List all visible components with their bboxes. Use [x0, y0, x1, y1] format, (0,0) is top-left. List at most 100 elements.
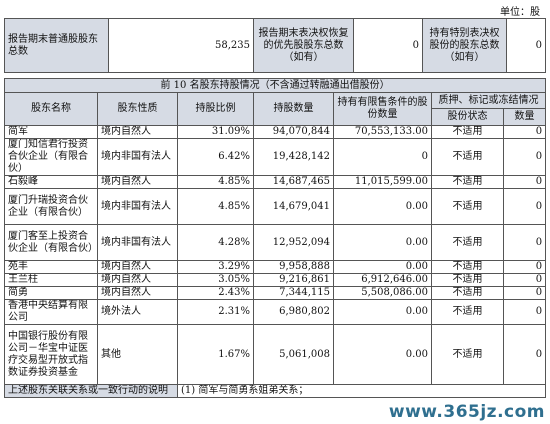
holder-nature: 境内自然人: [97, 175, 178, 189]
holder-pledge-qty: 0: [502, 286, 547, 300]
holder-pledge-status: 不适用: [431, 299, 504, 325]
holder-name: 石毅峰: [4, 175, 98, 189]
common-holders-label: 报告期末普通股股东总数: [4, 18, 109, 73]
holder-nature: 境内自然人: [97, 260, 178, 274]
holder-ratio: 2.43%: [177, 286, 254, 300]
holder-restricted: 11,015,599.00: [333, 175, 432, 189]
col-header-pledge: 质押、标记或冻结情况: [430, 92, 547, 109]
top10-holders-table: 前 10 名股东持股情况（不含通过转融通出借股份） 股东名称 股东性质 持股比例…: [3, 78, 547, 398]
holder-ratio: 6.42%: [177, 138, 254, 176]
holder-pledge-qty: 0: [502, 188, 547, 225]
holder-ratio: 3.05%: [177, 273, 254, 287]
holder-name: 简军: [4, 125, 98, 139]
table-row: 苑丰 境内自然人 3.29% 9,958,888 0.00 不适用 0: [4, 260, 547, 274]
holder-name: 厦门升瑞投资合伙企业（有限合伙）: [4, 188, 98, 225]
holder-pledge-qty: 0: [502, 299, 547, 325]
holder-pledge-status: 不适用: [431, 175, 504, 189]
col-header-pledge-qty: 数量: [502, 108, 547, 126]
footer-row: 上述股东关联关系或一致行动的说明 (1) 简军与简勇系姐弟关系；: [4, 384, 547, 398]
holder-name: 中国银行股份有限公司－华宝中证医疗交易型开放式指数证券投资基金: [4, 324, 98, 385]
holder-qty: 5,061,008: [253, 324, 334, 385]
holder-ratio: 1.67%: [177, 324, 254, 385]
unit-label: 单位：股: [500, 7, 540, 18]
holder-name: 香港中央结算有限公司: [4, 299, 98, 325]
holder-nature: 其他: [97, 324, 178, 385]
holder-pledge-qty: 0: [502, 324, 547, 385]
holder-nature: 境内非国有法人: [97, 188, 178, 225]
preferred-holders-label: 报告期末表决权恢复的优先股股东总数（如有）: [253, 18, 354, 73]
holder-name: 厦门客至上投资合伙企业（有限合伙）: [4, 224, 98, 261]
holder-pledge-qty: 0: [502, 273, 547, 287]
holder-qty: 14,687,465: [253, 175, 334, 189]
holder-ratio: 4.85%: [177, 175, 254, 189]
holder-ratio: 4.28%: [177, 224, 254, 261]
holder-name: 王兰柱: [4, 273, 98, 287]
holder-ratio: 4.85%: [177, 188, 254, 225]
holder-pledge-qty: 0: [502, 224, 547, 261]
holder-restricted: 6,912,646.00: [333, 273, 432, 287]
holder-pledge-status: 不适用: [431, 286, 504, 300]
holder-pledge-status: 不适用: [431, 125, 504, 139]
col-header-qty: 持股数量: [253, 92, 334, 126]
holder-pledge-status: 不适用: [431, 138, 504, 176]
table-row: 厦门客至上投资合伙企业（有限合伙） 境内非国有法人 4.28% 12,952,094 0…: [4, 224, 547, 261]
table-row: 厦门升瑞投资合伙企业（有限合伙） 境内非国有法人 4.85% 14,679,041 0.…: [4, 188, 547, 225]
holder-restricted: 0: [333, 138, 432, 176]
holder-qty: 7,344,115: [253, 286, 334, 300]
holder-nature: 境内自然人: [97, 125, 178, 139]
holder-name: 简勇: [4, 286, 98, 300]
table-row: 石毅峰 境内自然人 4.85% 14,687,465 11,015,599.00 不适用 0: [4, 175, 547, 189]
holder-qty: 94,070,844: [253, 125, 334, 139]
holder-pledge-status: 不适用: [431, 188, 504, 225]
watermark: www.365jz.com: [386, 402, 547, 422]
holder-ratio: 31.09%: [177, 125, 254, 139]
holder-nature: 境内自然人: [97, 273, 178, 287]
holder-pledge-qty: 0: [502, 260, 547, 274]
holder-restricted: 5,508,086.00: [333, 286, 432, 300]
special-voting-holders-value: 0: [506, 18, 546, 73]
section-title: 前 10 名股东持股情况（不含通过转融通出借股份）: [3, 78, 547, 93]
holder-ratio: 2.31%: [177, 299, 254, 325]
holder-nature: 境外法人: [97, 299, 178, 325]
table-row: 王兰柱 境内自然人 3.05% 9,216,861 6,912,646.00 不适用 0: [4, 273, 547, 287]
holder-qty: 19,428,142: [253, 138, 334, 176]
holder-qty: 9,216,861: [253, 273, 334, 287]
col-header-ratio: 持股比例: [177, 92, 254, 126]
common-holders-value: 58,235: [108, 18, 254, 73]
holder-qty: 12,952,094: [253, 224, 334, 261]
related-party-label: 上述股东关联关系或一致行动的说明: [4, 384, 178, 398]
table-row: 中国银行股份有限公司－华宝中证医疗交易型开放式指数证券投资基金 其他 1.67% 5,…: [4, 324, 547, 385]
table-row: 简勇 境内自然人 2.43% 7,344,115 5,508,086.00 不适用 0: [4, 286, 547, 300]
holder-pledge-qty: 0: [502, 138, 547, 176]
holder-pledge-status: 不适用: [431, 273, 504, 287]
holder-nature: 境内自然人: [97, 286, 178, 300]
holder-qty: 6,980,802: [253, 299, 334, 325]
col-header-restricted: 持有有限售条件的股份数量: [333, 92, 432, 126]
col-header-name: 股东名称: [4, 92, 98, 126]
holder-restricted: 70,553,133.00: [333, 125, 432, 139]
col-header-pledge-status: 股份状态: [431, 108, 504, 126]
holder-qty: 14,679,041: [253, 188, 334, 225]
table-row: 香港中央结算有限公司 境外法人 2.31% 6,980,802 0.00 不适用 0: [4, 299, 547, 325]
holder-name: 苑丰: [4, 260, 98, 274]
holder-qty: 9,958,888: [253, 260, 334, 274]
holder-restricted: 0.00: [333, 224, 432, 261]
holder-name: 厦门知信君行投资合伙企业（有限合伙）: [4, 138, 98, 176]
holder-nature: 境内非国有法人: [97, 224, 178, 261]
holder-pledge-qty: 0: [502, 175, 547, 189]
table-row: 简军 境内自然人 31.09% 94,070,844 70,553,133.00 不适用 0: [4, 125, 547, 139]
related-party-note: (1) 简军与简勇系姐弟关系；: [176, 384, 547, 398]
holder-restricted: 0.00: [333, 260, 432, 274]
holder-ratio: 3.29%: [177, 260, 254, 274]
holder-pledge-qty: 0: [502, 125, 547, 139]
table-row: 厦门知信君行投资合伙企业（有限合伙） 境内非国有法人 6.42% 19,428,142…: [4, 138, 547, 176]
summary-table: 报告期末普通股股东总数 58,235 报告期末表决权恢复的优先股股东总数（如有）…: [4, 18, 546, 73]
holder-pledge-status: 不适用: [431, 224, 504, 261]
col-header-nature: 股东性质: [97, 92, 178, 126]
special-voting-holders-label: 持有特别表决权股份的股东总数（如有）: [422, 18, 507, 73]
holder-nature: 境内非国有法人: [97, 138, 178, 176]
holder-pledge-status: 不适用: [431, 260, 504, 274]
preferred-holders-value: 0: [353, 18, 423, 73]
holder-restricted: 0.00: [333, 299, 432, 325]
holder-restricted: 0.00: [333, 188, 432, 225]
